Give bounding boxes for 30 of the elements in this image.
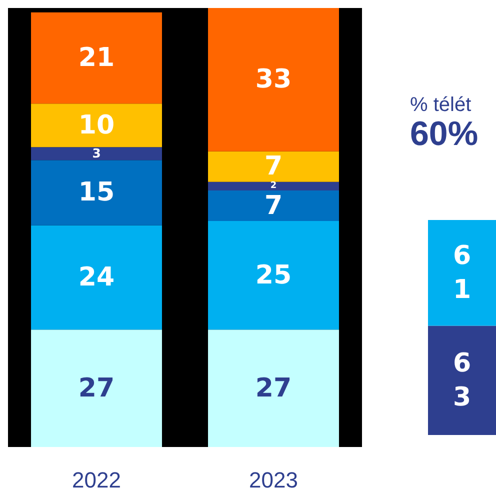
data-label: 27 — [255, 373, 292, 404]
data-label: 6 1 — [452, 240, 472, 305]
bar — [208, 190, 339, 221]
data-label: 7 — [264, 190, 283, 221]
data-label: 7 — [264, 152, 283, 182]
data-label: 24 — [78, 262, 115, 292]
x-tick-label: 2022 — [72, 468, 121, 492]
bar — [208, 8, 339, 152]
bar — [208, 151, 339, 182]
data-label: 3 — [92, 146, 101, 161]
data-label: 33 — [255, 64, 292, 95]
data-label: 21 — [78, 42, 115, 73]
data-label: 10 — [78, 110, 115, 140]
data-label: 6 3 — [452, 348, 472, 412]
data-label: 25 — [255, 260, 292, 290]
bar — [208, 330, 339, 447]
x-tick-label: 2023 — [249, 468, 298, 492]
bar — [31, 104, 162, 148]
chart-title: % télét — [410, 94, 472, 116]
bar — [31, 12, 162, 104]
bar — [31, 147, 162, 160]
bar — [31, 330, 162, 447]
data-label: 15 — [78, 178, 115, 208]
data-label: 27 — [78, 373, 115, 404]
bar — [31, 225, 162, 330]
chart-subtitle: 60% — [410, 115, 478, 153]
bar — [31, 160, 162, 226]
data-label: 2 — [270, 181, 277, 192]
bar — [208, 220, 339, 330]
bar — [208, 182, 339, 191]
